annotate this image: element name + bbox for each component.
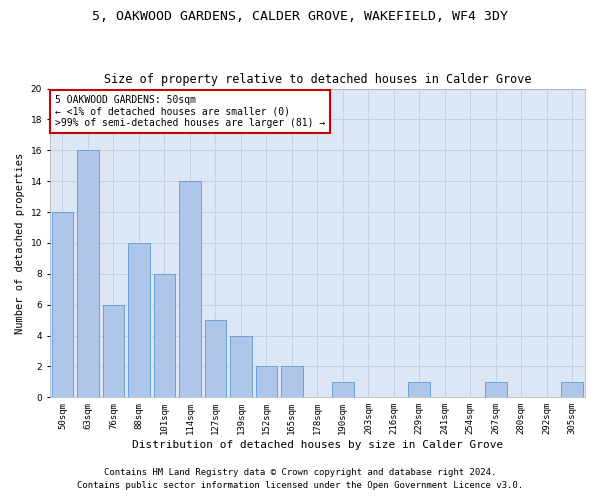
Text: 5, OAKWOOD GARDENS, CALDER GROVE, WAKEFIELD, WF4 3DY: 5, OAKWOOD GARDENS, CALDER GROVE, WAKEFI… xyxy=(92,10,508,23)
Bar xyxy=(281,366,302,398)
Bar xyxy=(332,382,353,398)
Bar xyxy=(256,366,277,398)
Bar xyxy=(230,336,252,398)
Bar xyxy=(179,181,201,398)
Bar xyxy=(562,382,583,398)
Bar xyxy=(103,304,124,398)
Bar xyxy=(128,243,150,398)
Bar xyxy=(52,212,73,398)
Bar xyxy=(77,150,99,398)
Text: Contains HM Land Registry data © Crown copyright and database right 2024.
Contai: Contains HM Land Registry data © Crown c… xyxy=(77,468,523,490)
Title: Size of property relative to detached houses in Calder Grove: Size of property relative to detached ho… xyxy=(104,73,531,86)
X-axis label: Distribution of detached houses by size in Calder Grove: Distribution of detached houses by size … xyxy=(132,440,503,450)
Bar xyxy=(409,382,430,398)
Text: 5 OAKWOOD GARDENS: 50sqm
← <1% of detached houses are smaller (0)
>99% of semi-d: 5 OAKWOOD GARDENS: 50sqm ← <1% of detach… xyxy=(55,94,325,128)
Bar xyxy=(205,320,226,398)
Y-axis label: Number of detached properties: Number of detached properties xyxy=(15,152,25,334)
Bar xyxy=(154,274,175,398)
Bar xyxy=(485,382,506,398)
